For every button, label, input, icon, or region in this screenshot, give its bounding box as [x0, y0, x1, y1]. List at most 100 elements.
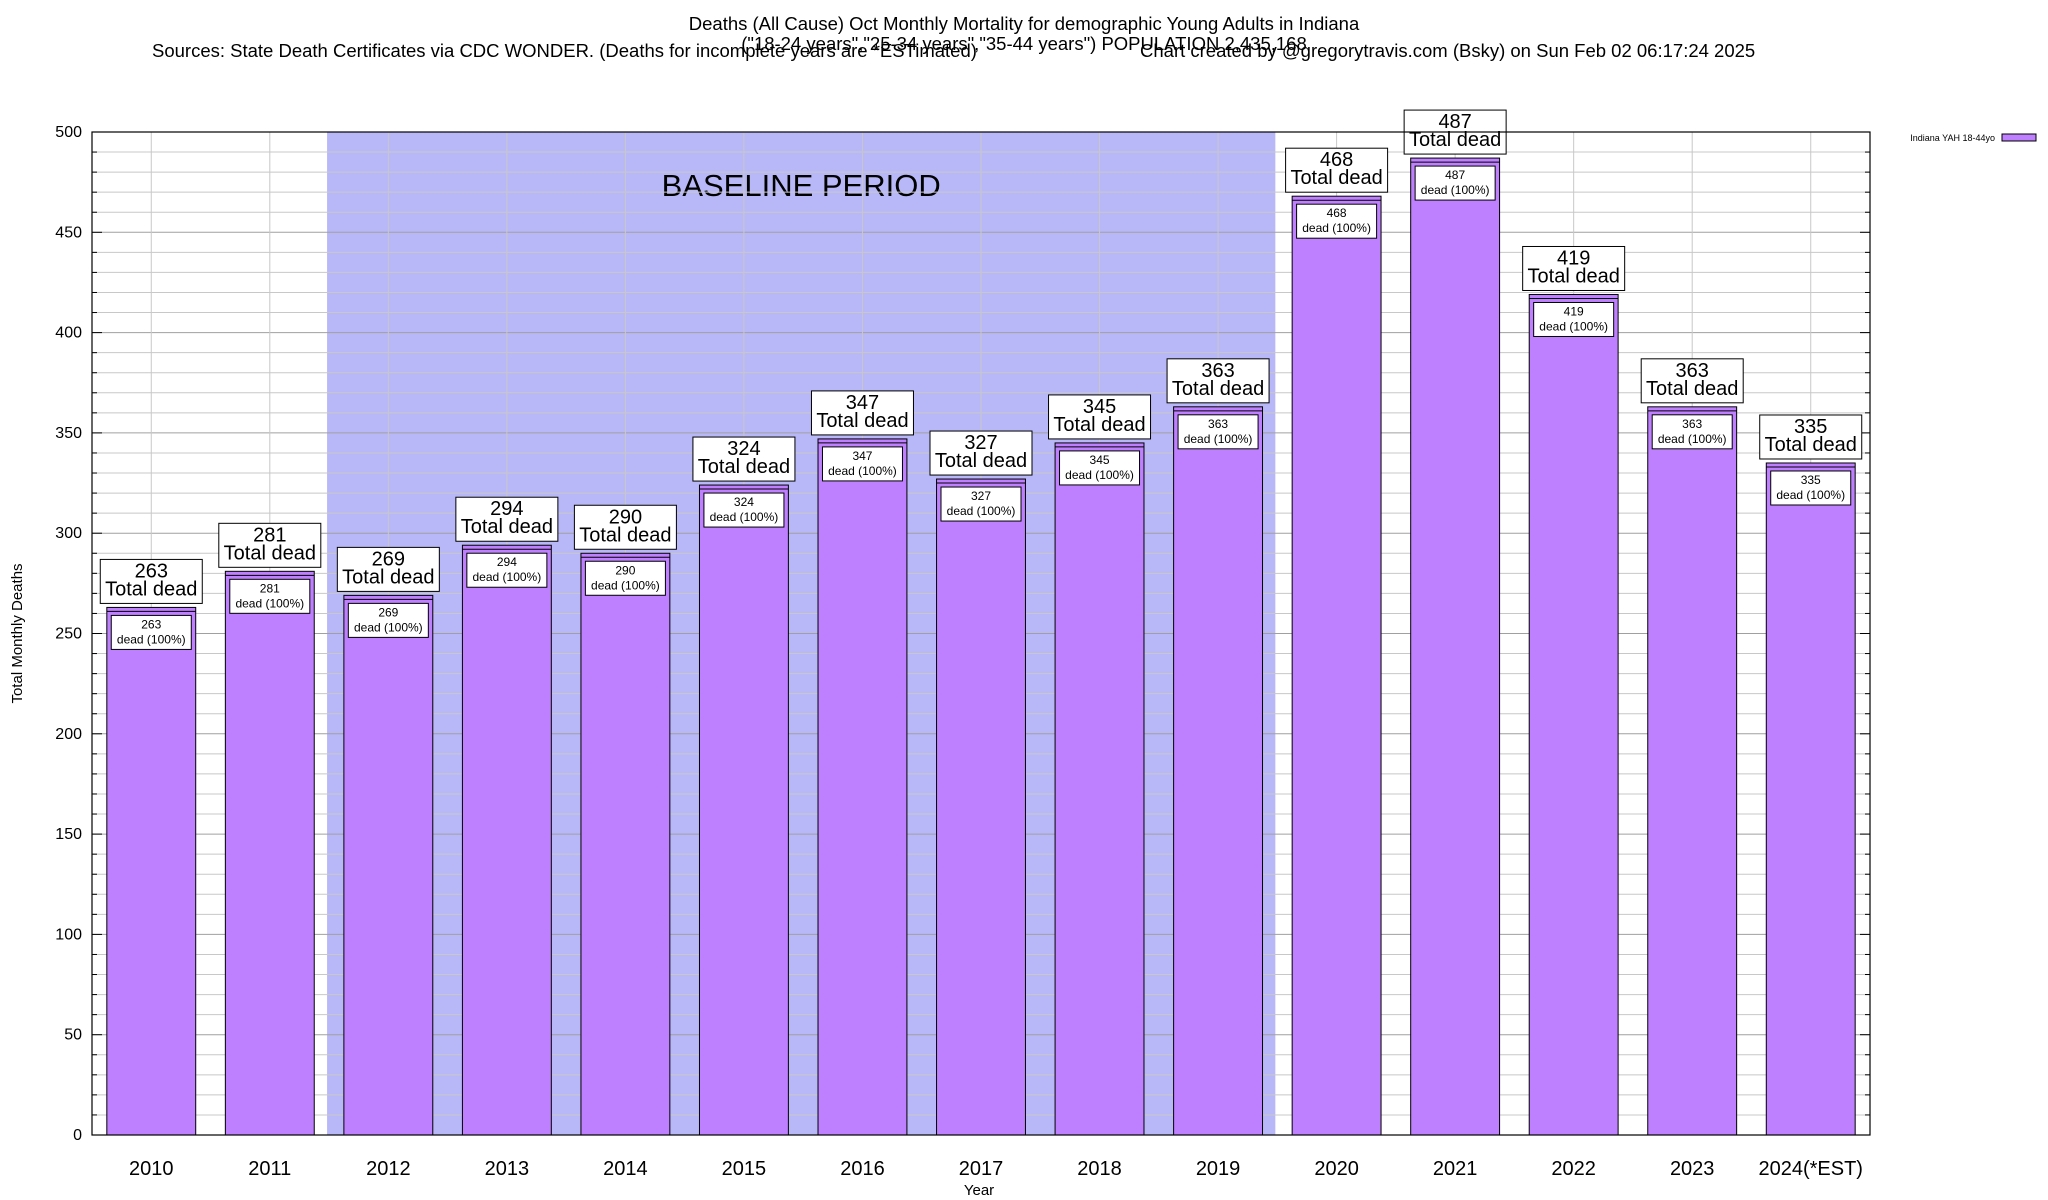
y-tick-label: 50 — [64, 1027, 82, 1044]
total-dead-label: Total dead — [1646, 378, 1738, 400]
total-label-box — [1048, 394, 1152, 440]
inner-label-box — [466, 552, 548, 588]
chart-subtitle: ("18-24 years","25-34 years","35-44 year… — [741, 33, 1307, 54]
total-dead-label: Total dead — [105, 578, 197, 600]
inner-label-box — [821, 446, 903, 482]
inner-percent-label: dead (100%) — [354, 620, 423, 634]
inner-label-box — [1414, 165, 1496, 201]
bar — [343, 594, 434, 1136]
bar — [461, 544, 552, 1136]
total-dead-label: Total dead — [935, 450, 1027, 472]
inner-label-box — [703, 492, 785, 528]
y-tick-label: 150 — [55, 826, 82, 843]
total-value-label: 363 — [1201, 360, 1234, 382]
inner-percent-label: dead (100%) — [710, 510, 779, 524]
total-dead-label: Total dead — [1290, 167, 1382, 189]
inner-percent-label: dead (100%) — [235, 596, 304, 610]
inner-label-box — [1770, 470, 1852, 506]
total-dead-label: Total dead — [1765, 434, 1857, 456]
inner-percent-label: dead (100%) — [117, 632, 186, 646]
y-axis-label: Total Monthly Deaths — [9, 563, 26, 703]
x-tick-label: 2016 — [840, 1158, 885, 1180]
total-label-box — [455, 496, 559, 542]
inner-value-label: 281 — [260, 581, 280, 595]
inner-label-box — [1533, 301, 1615, 337]
inner-value-label: 468 — [1327, 206, 1347, 220]
inner-label-box — [229, 578, 311, 614]
inner-value-label: 327 — [971, 489, 991, 503]
inner-value-label: 419 — [1564, 304, 1584, 318]
inner-value-label: 347 — [852, 449, 872, 463]
inner-value-label: 363 — [1208, 417, 1228, 431]
inner-percent-label: dead (100%) — [1184, 432, 1253, 446]
inner-label-box — [1296, 203, 1378, 239]
x-tick-label: 2018 — [1077, 1158, 1122, 1180]
inner-label-box — [1059, 450, 1141, 486]
total-value-label: 347 — [846, 392, 879, 414]
inner-percent-label: dead (100%) — [1421, 183, 1490, 197]
inner-label-box — [584, 560, 666, 596]
bar — [817, 438, 908, 1136]
inner-value-label: 335 — [1801, 473, 1821, 487]
inner-value-label: 294 — [497, 555, 517, 569]
inner-percent-label: dead (100%) — [947, 504, 1016, 518]
x-tick-label: 2010 — [129, 1158, 174, 1180]
bar — [224, 570, 315, 1136]
inner-percent-label: dead (100%) — [591, 578, 660, 592]
total-value-label: 294 — [490, 498, 523, 520]
total-value-label: 263 — [135, 560, 168, 582]
x-tick-label: 2020 — [1314, 1158, 1359, 1180]
total-label-box — [692, 436, 796, 482]
total-value-label: 487 — [1438, 111, 1471, 133]
inner-value-label: 487 — [1445, 168, 1465, 182]
chart-title-block: Deaths (All Cause) Oct Monthly Mortality… — [0, 14, 2048, 54]
x-tick-label: 2021 — [1433, 1158, 1478, 1180]
inner-percent-label: dead (100%) — [1776, 488, 1845, 502]
total-value-label: 468 — [1320, 149, 1353, 171]
total-value-label: 335 — [1794, 416, 1827, 438]
inner-percent-label: dead (100%) — [1302, 221, 1371, 235]
bar — [580, 552, 671, 1136]
bar — [1291, 195, 1382, 1136]
y-tick-label: 250 — [55, 626, 82, 643]
total-label-box — [1522, 245, 1626, 291]
x-tick-label: 2012 — [366, 1158, 411, 1180]
x-tick-label: 2017 — [959, 1158, 1004, 1180]
x-axis-label: Year — [964, 1182, 994, 1199]
total-dead-label: Total dead — [1528, 265, 1620, 287]
inner-value-label: 269 — [378, 605, 398, 619]
inner-label-box — [1177, 414, 1259, 450]
inner-percent-label: dead (100%) — [1658, 432, 1727, 446]
bar — [1765, 462, 1856, 1136]
total-label-box — [1759, 414, 1863, 460]
total-label-box — [218, 522, 322, 568]
total-dead-label: Total dead — [579, 524, 671, 546]
total-label-box — [99, 558, 203, 604]
bar — [1410, 157, 1501, 1136]
x-tick-label: 2013 — [485, 1158, 530, 1180]
total-dead-label: Total dead — [1409, 129, 1501, 151]
x-tick-label: 2011 — [248, 1158, 291, 1180]
x-tick-label: 2022 — [1551, 1158, 1596, 1180]
inner-value-label: 363 — [1682, 417, 1702, 431]
inner-label-box — [110, 614, 192, 650]
inner-label-box — [347, 602, 429, 638]
total-value-label: 363 — [1676, 360, 1709, 382]
total-value-label: 290 — [609, 506, 642, 528]
inner-value-label: 290 — [615, 563, 635, 577]
total-label-box — [1640, 358, 1744, 404]
total-label-box — [1166, 358, 1270, 404]
y-tick-label: 100 — [55, 926, 82, 943]
bar — [1647, 406, 1738, 1136]
total-dead-label: Total dead — [1172, 378, 1264, 400]
x-tick-label: 2019 — [1196, 1158, 1241, 1180]
plot-frame — [91, 131, 1871, 1136]
x-tick-label: 2014 — [603, 1158, 648, 1180]
total-dead-label: Total dead — [698, 456, 790, 478]
x-tick-label: 2024(*EST) — [1758, 1158, 1863, 1180]
bar — [1528, 293, 1619, 1136]
total-dead-label: Total dead — [224, 542, 316, 564]
y-tick-label: 450 — [55, 224, 82, 241]
inner-percent-label: dead (100%) — [828, 464, 897, 478]
